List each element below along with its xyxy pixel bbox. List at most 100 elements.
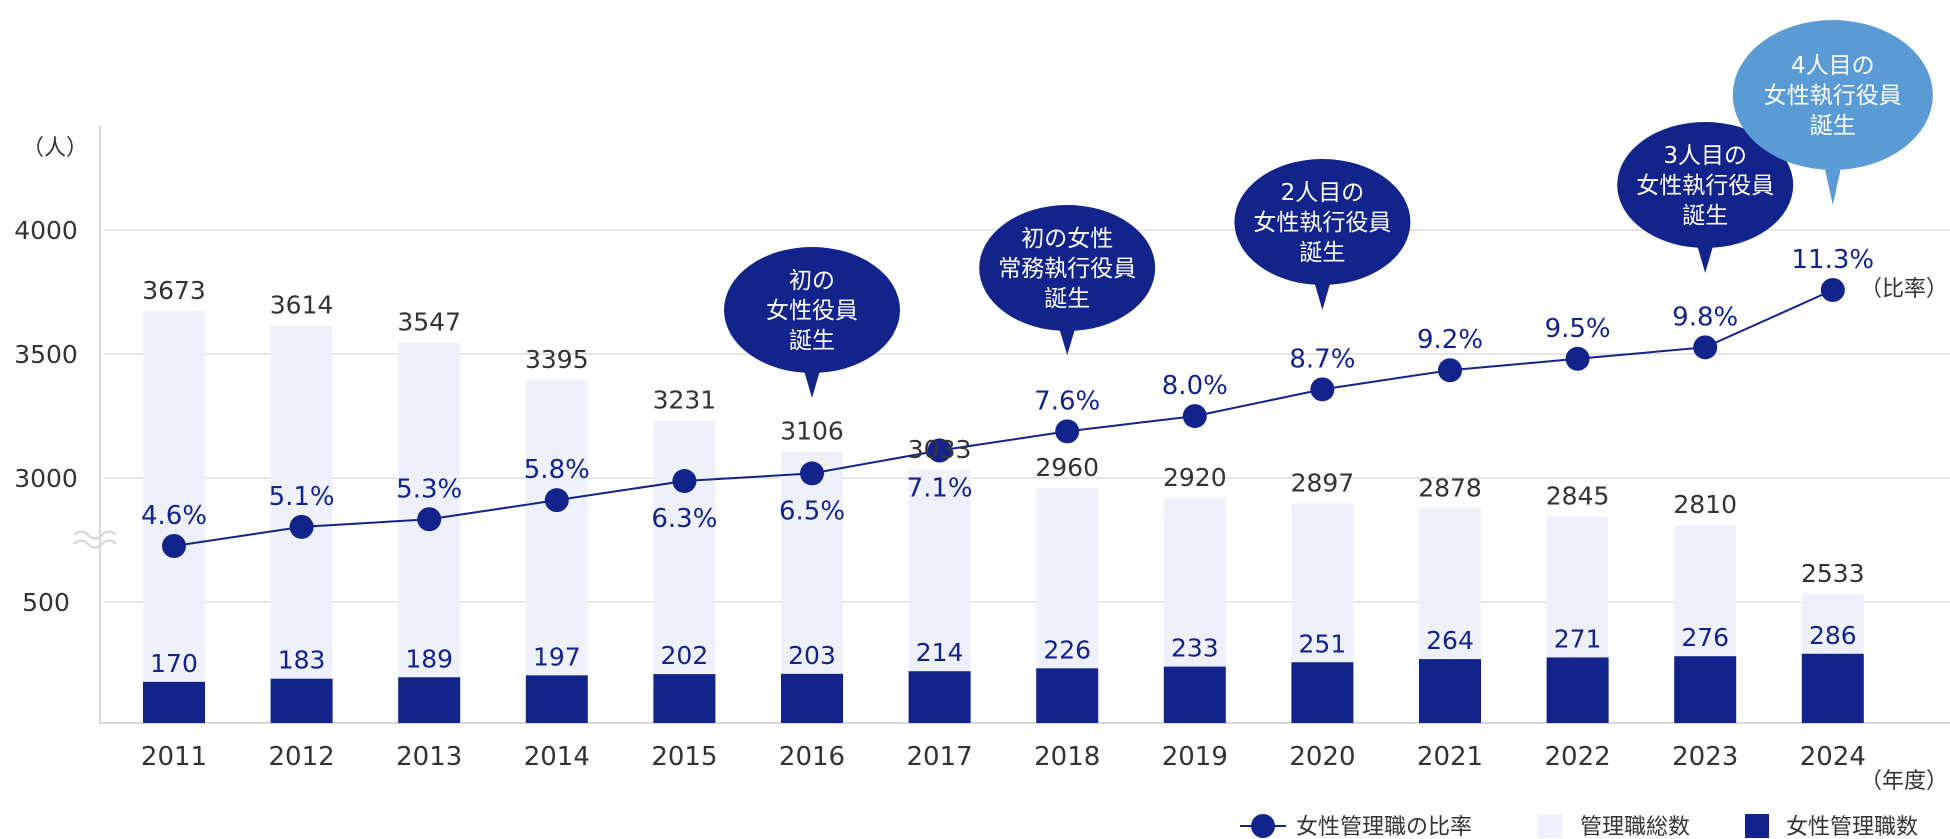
x-tick-label: 2015	[651, 742, 717, 772]
axis-break-mark	[73, 530, 117, 540]
legend-female-swatch	[1745, 814, 1769, 838]
rate-point	[162, 534, 186, 558]
bubble-text-line: 女性執行役員	[1253, 210, 1391, 236]
annotation-layer: 初の女性役員誕生初の女性常務執行役員誕生2人目の女性執行役員誕生3人目の女性執行…	[724, 20, 1933, 398]
rate-point	[544, 488, 569, 513]
female-bar	[1291, 662, 1354, 723]
female-bar	[1801, 653, 1864, 723]
total-value-label: 2810	[1673, 490, 1737, 519]
axis-break-mark	[73, 539, 117, 549]
bubble-text-line: 女性役員	[766, 298, 858, 324]
rate-point	[1565, 346, 1590, 371]
female-value-label: 183	[278, 646, 326, 675]
female-value-label: 197	[533, 642, 581, 671]
female-bar	[1419, 659, 1481, 723]
female-bar	[1674, 656, 1737, 723]
total-value-label: 2845	[1546, 481, 1610, 510]
bubble-text-line: 初の	[789, 268, 835, 294]
x-tick-label: 2018	[1034, 742, 1100, 772]
female-bar	[1036, 668, 1099, 723]
y-tick-label: 500	[22, 588, 70, 617]
rate-point	[1693, 335, 1718, 360]
rate-value-label: 9.8%	[1672, 302, 1738, 332]
legend: 女性管理職の比率 管理職総数 女性管理職数	[1240, 814, 1918, 839]
bubble-pointer	[1058, 325, 1077, 355]
rate-point	[672, 469, 697, 494]
bubble-text-line: 誕生	[1810, 113, 1856, 139]
total-value-label: 3033	[908, 435, 972, 464]
x-tick-label: 2024	[1800, 742, 1866, 772]
x-tick-label: 2014	[524, 742, 590, 772]
female-value-label: 276	[1681, 623, 1729, 652]
female-bar	[398, 677, 461, 723]
bubble-text-line: 誕生	[789, 328, 835, 354]
bubble-text-line: 常務執行役員	[998, 256, 1136, 282]
legend-total-swatch	[1538, 814, 1562, 838]
y-tick-label: 4000	[14, 216, 78, 245]
label-layer: 3673 170 3614 183 3547 189 3395 197 3231 202 3106 2…	[141, 245, 1874, 678]
x-tick-label: 2019	[1162, 742, 1228, 772]
legend-label: 女性管理職数	[1786, 815, 1918, 839]
x-tick-label: 2012	[269, 742, 335, 772]
bubble-text-line: 誕生	[1682, 203, 1728, 229]
bubble-pointer	[1313, 279, 1332, 310]
x-tick-label: 2023	[1672, 742, 1738, 772]
rate-point	[1055, 419, 1080, 444]
y-axis-title: （人）	[22, 136, 88, 161]
female-bar	[653, 674, 716, 723]
y-tick-label: 3500	[14, 340, 78, 369]
rate-value-label: 9.5%	[1545, 314, 1611, 344]
bubble-text-line: 女性執行役員	[1764, 83, 1902, 109]
bubble-text-line: 誕生	[1044, 286, 1090, 312]
female-value-label: 286	[1809, 621, 1857, 650]
rate-point	[1438, 358, 1462, 383]
rate-value-label: 8.0%	[1162, 371, 1228, 401]
female-bar	[1163, 666, 1226, 723]
rate-value-label: 7.1%	[907, 473, 973, 503]
total-value-label: 3547	[397, 307, 461, 336]
bubble-pointer	[1696, 242, 1715, 273]
rate-point	[1820, 278, 1845, 302]
bubble-text-line: 3人目の	[1663, 143, 1747, 169]
bubble-shape	[1234, 159, 1411, 285]
y-tick-label: 3000	[14, 464, 78, 493]
female-value-label: 203	[788, 641, 836, 670]
bubble-text-line: 女性執行役員	[1636, 173, 1774, 199]
rate-value-label: 5.1%	[269, 482, 335, 512]
bubble-pointer	[1823, 164, 1842, 205]
female-value-label: 271	[1554, 624, 1602, 653]
female-value-label: 202	[661, 641, 709, 670]
x-tick-label: 2011	[141, 742, 207, 772]
total-bar	[143, 311, 205, 723]
rate-value-label: 11.3%	[1791, 245, 1874, 275]
total-bar	[398, 342, 461, 723]
rate-value-label: 8.7%	[1289, 344, 1355, 374]
total-value-label: 3106	[780, 417, 844, 446]
x-axis-title: （年度）	[1860, 769, 1948, 794]
rate-point	[800, 461, 824, 486]
line-layer	[162, 278, 1845, 558]
total-value-label: 3673	[142, 276, 206, 305]
total-value-label: 2878	[1418, 473, 1482, 502]
axis-layer: 500 3000 3500 4000 （人） （年度） （比率） 2011 2012 2013 20…	[14, 125, 1950, 794]
female-value-label: 226	[1043, 635, 1091, 664]
rate-value-label: 9.2%	[1417, 325, 1483, 355]
rate-point	[1182, 404, 1207, 429]
female-value-label: 189	[405, 644, 453, 673]
female-bar	[781, 673, 843, 723]
x-tick-label: 2016	[779, 742, 845, 772]
total-value-label: 2960	[1035, 453, 1099, 482]
total-value-label: 2897	[1291, 469, 1355, 498]
rate-point	[1310, 377, 1335, 402]
rate-axis-title: （比率）	[1860, 277, 1948, 302]
legend-label: 管理職総数	[1580, 815, 1690, 839]
bubble-pointer	[803, 367, 821, 398]
female-value-label: 233	[1171, 634, 1219, 663]
bubble-shape	[979, 205, 1156, 331]
bubble-text-line: 4人目の	[1791, 53, 1875, 79]
legend-label: 女性管理職の比率	[1296, 815, 1472, 839]
